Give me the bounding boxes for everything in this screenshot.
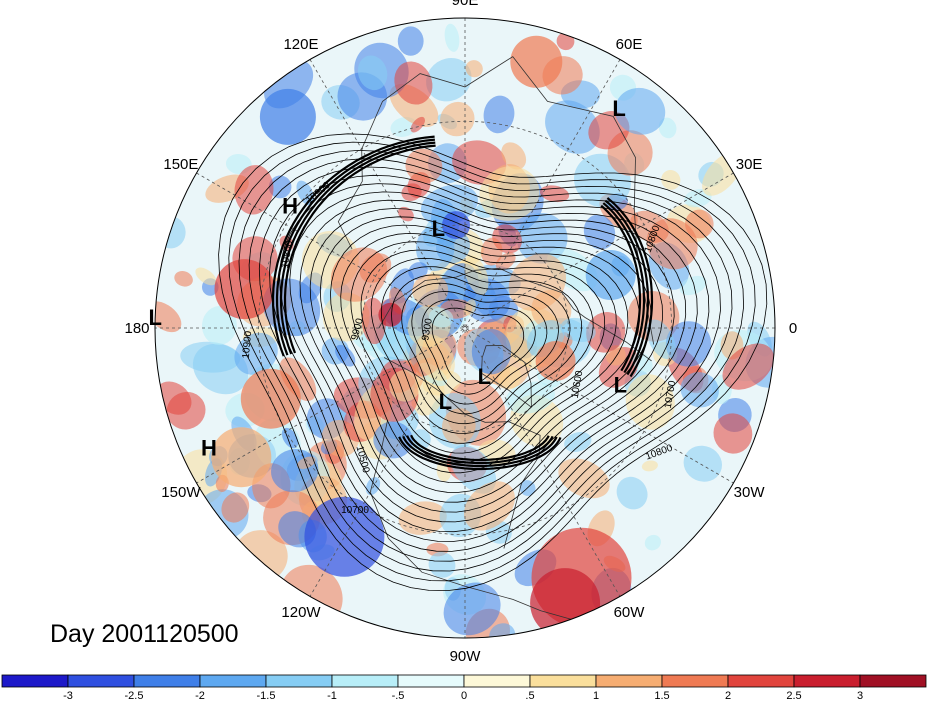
contour-value-label: 10900 <box>241 330 254 359</box>
colorbar-box <box>859 674 927 688</box>
colorbar-tick-label: -1.5 <box>257 690 276 702</box>
low-pressure-label: L <box>478 364 491 389</box>
colorbar-tick-label: -2.5 <box>125 690 144 702</box>
page-title: Day 2001120500 <box>50 620 239 648</box>
colorbar-box <box>265 674 333 688</box>
longitude-labels: 90E 60E 30E 0 30W 60W 90W 120W 150W 180 150E 120E <box>124 0 797 665</box>
longitude-label: 150W <box>161 484 201 501</box>
colorbar: -3 -2.5 -2 -1.5 -1 -.5 0 .5 1 1.5 2 2.5 3 <box>1 674 927 702</box>
colorbar-tick-labels: -3 -2.5 -2 -1.5 -1 -.5 0 .5 1 1.5 2 2.5 3 <box>63 690 863 702</box>
anomaly-field <box>155 18 775 638</box>
colorbar-tick-label: 1.5 <box>654 690 669 702</box>
longitude-label: 30E <box>736 156 763 173</box>
longitude-label: 30W <box>734 484 766 501</box>
colorbar-tick-label: 0 <box>461 690 467 702</box>
pressure-center-labels: L L L L L L H H <box>148 96 627 460</box>
contour-value-label: 10600 <box>570 369 586 399</box>
high-pressure-label: H <box>201 435 217 460</box>
colorbar-box <box>331 674 399 688</box>
contour-value-label: 10700 <box>663 379 679 409</box>
high-pressure-label: H <box>282 194 298 219</box>
colorbar-tick-label: 1 <box>593 690 599 702</box>
polar-stereographic-map: 90E 60E 30E 0 30W 60W 90W 120W 150W 180 150E 120E L… <box>124 0 797 665</box>
contour-value-label: 10700 <box>341 505 369 516</box>
colorbar-tick-label: 3 <box>857 690 863 702</box>
graticule <box>155 18 775 638</box>
contour-value-label: 10800 <box>280 239 296 269</box>
colorbar-tick-label: .5 <box>525 690 534 702</box>
colorbar-box <box>1 674 69 688</box>
low-pressure-label: L <box>432 216 445 241</box>
low-pressure-label: L <box>614 373 627 398</box>
longitude-label: 60E <box>616 36 643 53</box>
map-boundary <box>154 17 776 639</box>
contour-value-label: 9300 <box>420 317 435 341</box>
longitude-label: 90W <box>450 648 482 665</box>
longitude-label: 60W <box>614 604 646 621</box>
longitude-label: 120E <box>283 36 318 53</box>
longitude-label: 120W <box>281 604 321 621</box>
coastlines <box>337 56 655 620</box>
height-contours <box>218 133 768 592</box>
map-disk <box>155 18 775 638</box>
colorbar-box <box>397 674 465 688</box>
colorbar-box <box>133 674 201 688</box>
colorbar-box <box>463 674 531 688</box>
low-pressure-label: L <box>439 389 452 414</box>
colorbar-box <box>199 674 267 688</box>
colorbar-boxes <box>1 674 927 688</box>
colorbar-box <box>529 674 597 688</box>
colorbar-tick-label: -.5 <box>392 690 405 702</box>
colorbar-tick-label: -2 <box>195 690 205 702</box>
colorbar-tick-label: 2 <box>725 690 731 702</box>
colorbar-tick-label: -3 <box>63 690 73 702</box>
low-pressure-label: L <box>612 96 625 121</box>
colorbar-box <box>727 674 795 688</box>
colorbar-box <box>595 674 663 688</box>
colorbar-box <box>67 674 135 688</box>
low-pressure-label: L <box>148 305 161 330</box>
longitude-label: 0 <box>789 320 797 337</box>
colorbar-box <box>661 674 729 688</box>
colorbar-tick-label: -1 <box>327 690 337 702</box>
longitude-label: 150E <box>163 156 198 173</box>
colorbar-tick-label: 2.5 <box>786 690 801 702</box>
longitude-label: 90E <box>452 0 479 9</box>
longitude-label: 180 <box>124 320 149 337</box>
colorbar-box <box>793 674 861 688</box>
